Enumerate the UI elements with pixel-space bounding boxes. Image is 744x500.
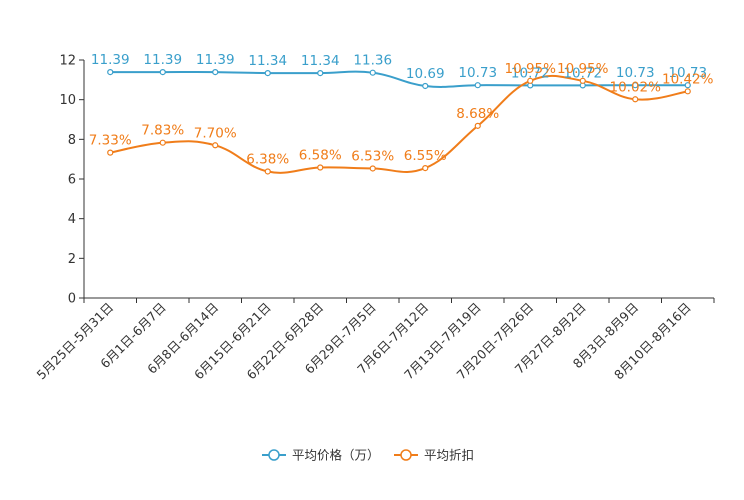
series-group: [107, 68, 691, 175]
data-label: 6.53%: [351, 148, 394, 164]
y-tick-label: 10: [59, 93, 76, 108]
data-point: [317, 164, 324, 171]
data-label: 10.02%: [610, 79, 662, 95]
data-label: 10.95%: [505, 61, 557, 77]
data-point: [369, 69, 376, 76]
data-point: [317, 69, 324, 77]
data-point: [212, 142, 219, 149]
data-label: 11.39: [143, 52, 182, 68]
data-point: [159, 68, 166, 76]
data-point: [212, 68, 219, 76]
x-tick-label: 5月25日-5月31日: [33, 300, 116, 383]
data-point: [422, 82, 429, 90]
legend[interactable]: 平均价格（万） 平均折扣: [262, 448, 474, 463]
y-tick-label: 8: [68, 133, 76, 148]
y-tick-label: 12: [59, 54, 76, 69]
data-label: 8.68%: [456, 106, 499, 122]
data-point: [107, 149, 114, 156]
data-point: [474, 82, 481, 89]
data-point: [159, 139, 166, 146]
y-tick-label: 4: [68, 212, 76, 227]
data-label: 6.58%: [299, 147, 342, 163]
data-label: 10.95%: [557, 61, 609, 77]
data-point: [422, 164, 429, 172]
y-tick-label: 2: [68, 252, 76, 267]
data-label: 11.34: [248, 53, 287, 69]
data-label: 7.83%: [141, 123, 184, 139]
legend-marker-icon: [400, 449, 412, 461]
legend-label: 平均价格（万）: [292, 448, 380, 463]
data-labels: 11.39 11.39 11.39 11.34 11.34 11.36 10.69 10.73…: [89, 52, 714, 167]
data-point: [264, 69, 271, 77]
data-label: 11.39: [91, 52, 130, 68]
data-point: [369, 165, 376, 172]
data-label: 10.72: [511, 65, 550, 81]
data-point: [632, 82, 639, 89]
data-label: 10.69: [406, 66, 445, 82]
data-label: 10.73: [458, 65, 497, 81]
data-point: [579, 77, 586, 84]
data-label: 10.73: [668, 65, 707, 81]
data-label: 7.33%: [89, 133, 132, 149]
legend-marker-icon: [268, 449, 280, 461]
data-label: 11.39: [196, 52, 235, 68]
data-label: 10.73: [616, 65, 655, 81]
legend-item-2[interactable]: 平均折扣: [394, 448, 474, 463]
data-point: [474, 122, 481, 129]
data-point: [527, 77, 534, 84]
legend-label: 平均折扣: [424, 448, 474, 463]
data-label: 10.72: [563, 65, 602, 81]
legend-item-1[interactable]: 平均价格（万）: [262, 448, 380, 463]
y-tick-label: 6: [68, 173, 76, 188]
data-label: 11.36: [353, 53, 392, 69]
data-point: [632, 96, 639, 103]
data-label: 7.70%: [194, 125, 237, 141]
series-line-1: [110, 70, 688, 88]
data-point: [264, 168, 271, 175]
data-point: [684, 82, 691, 89]
data-point: [684, 88, 691, 95]
data-label: 6.38%: [246, 151, 289, 167]
data-label: 6.55%: [404, 148, 447, 164]
data-point: [107, 68, 114, 76]
data-label: 10.42%: [662, 71, 714, 87]
data-label: 11.34: [301, 53, 340, 69]
y-tick-label: 0: [68, 292, 76, 307]
axes: 0246810125月25日-5月31日6月1日-6月7日6月8日-6月14日6…: [33, 54, 715, 383]
